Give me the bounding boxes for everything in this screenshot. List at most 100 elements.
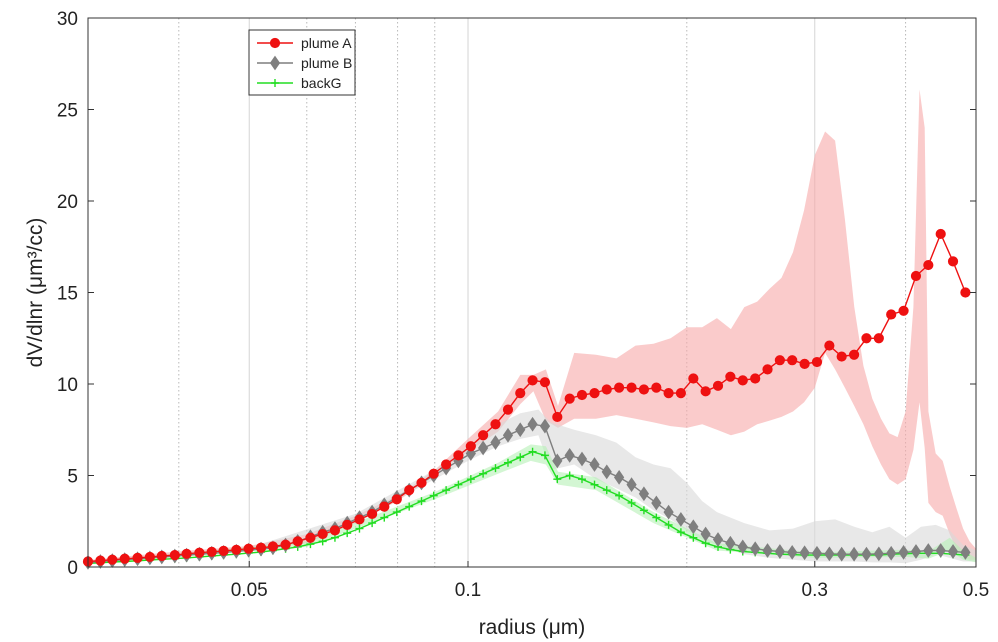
data-point (367, 508, 378, 520)
data-point (292, 536, 303, 547)
legend-label: plume B (301, 55, 352, 71)
data-point (490, 435, 501, 450)
data-point (688, 373, 699, 384)
data-point (503, 458, 512, 467)
data-point (502, 427, 514, 443)
data-point (552, 411, 563, 423)
data-point (405, 502, 414, 511)
data-point (750, 541, 761, 557)
data-point (589, 388, 600, 399)
data-point (886, 545, 897, 561)
data-point (848, 546, 860, 562)
data-point (652, 513, 661, 522)
axis-ticks: 0.05 0.1 0.3 0.5 0 5 10 15 20 25 30 (57, 9, 989, 601)
data-point (601, 384, 612, 395)
y-tick-label: 10 (57, 375, 78, 396)
data-point (799, 358, 810, 369)
data-point (231, 544, 242, 555)
legend-label: backG (301, 75, 341, 91)
data-point (811, 545, 823, 561)
data-point (169, 550, 180, 561)
data-point (342, 519, 353, 531)
x-tick-label: 0.05 (231, 580, 268, 601)
data-point (416, 477, 427, 488)
data-point (132, 552, 143, 563)
data-point (553, 475, 562, 484)
data-point (564, 393, 575, 404)
data-point (836, 546, 847, 562)
data-point (429, 491, 438, 500)
data-point (491, 464, 500, 473)
data-point (317, 528, 328, 540)
data-point (576, 451, 588, 467)
data-point (527, 416, 538, 432)
data-point (664, 520, 673, 529)
data-point (590, 480, 599, 489)
data-point (602, 486, 611, 495)
data-point (811, 356, 823, 368)
data-point (663, 504, 674, 520)
legend: plume A plume B backG (248, 29, 356, 96)
data-point (960, 544, 971, 560)
data-point (453, 450, 464, 461)
data-point (910, 270, 922, 282)
data-point (725, 371, 736, 382)
data-point (578, 475, 587, 484)
data-point (329, 525, 341, 536)
data-point (688, 519, 699, 535)
data-point (404, 485, 415, 496)
data-point (528, 447, 537, 456)
data-point (787, 544, 798, 560)
y-tick-label: 20 (57, 192, 78, 213)
data-point (861, 546, 872, 562)
data-point (540, 451, 549, 460)
data-point (144, 551, 155, 563)
data-point (95, 555, 106, 566)
data-point (502, 404, 514, 415)
data-point (787, 355, 798, 366)
series-markers (82, 228, 971, 570)
data-point (737, 375, 748, 386)
data-point (935, 228, 946, 240)
data-point (305, 532, 316, 543)
x-tick-label: 0.5 (963, 580, 989, 601)
data-point (354, 514, 365, 525)
data-point (589, 457, 600, 472)
data-point (243, 543, 254, 554)
data-point (737, 539, 748, 555)
data-point (527, 375, 538, 386)
data-point (675, 512, 687, 527)
data-point (615, 491, 624, 500)
x-tick-label: 0.1 (455, 580, 481, 601)
data-point (601, 464, 612, 480)
data-point (824, 340, 835, 351)
data-point (762, 543, 773, 558)
data-point (774, 355, 785, 366)
data-point (490, 419, 501, 430)
data-point (947, 256, 959, 267)
data-point (379, 501, 390, 512)
data-point (539, 418, 551, 434)
data-point (269, 37, 281, 49)
data-point (638, 384, 650, 395)
y-tick-label: 5 (67, 467, 78, 488)
data-point (515, 388, 526, 399)
data-point (614, 382, 625, 393)
data-point (107, 554, 118, 565)
y-tick-label: 25 (57, 101, 78, 122)
data-point (910, 544, 922, 559)
data-point (689, 533, 698, 542)
data-point (441, 459, 452, 470)
y-tick-label: 15 (57, 284, 78, 305)
data-point (700, 526, 711, 542)
data-point (181, 548, 192, 559)
data-point (156, 550, 167, 562)
data-point (391, 494, 402, 505)
data-point (651, 495, 662, 511)
data-point (898, 305, 909, 316)
band-diamond (88, 409, 976, 564)
data-point (465, 441, 476, 452)
data-point (271, 79, 279, 87)
y-tick-label: 0 (67, 558, 78, 579)
